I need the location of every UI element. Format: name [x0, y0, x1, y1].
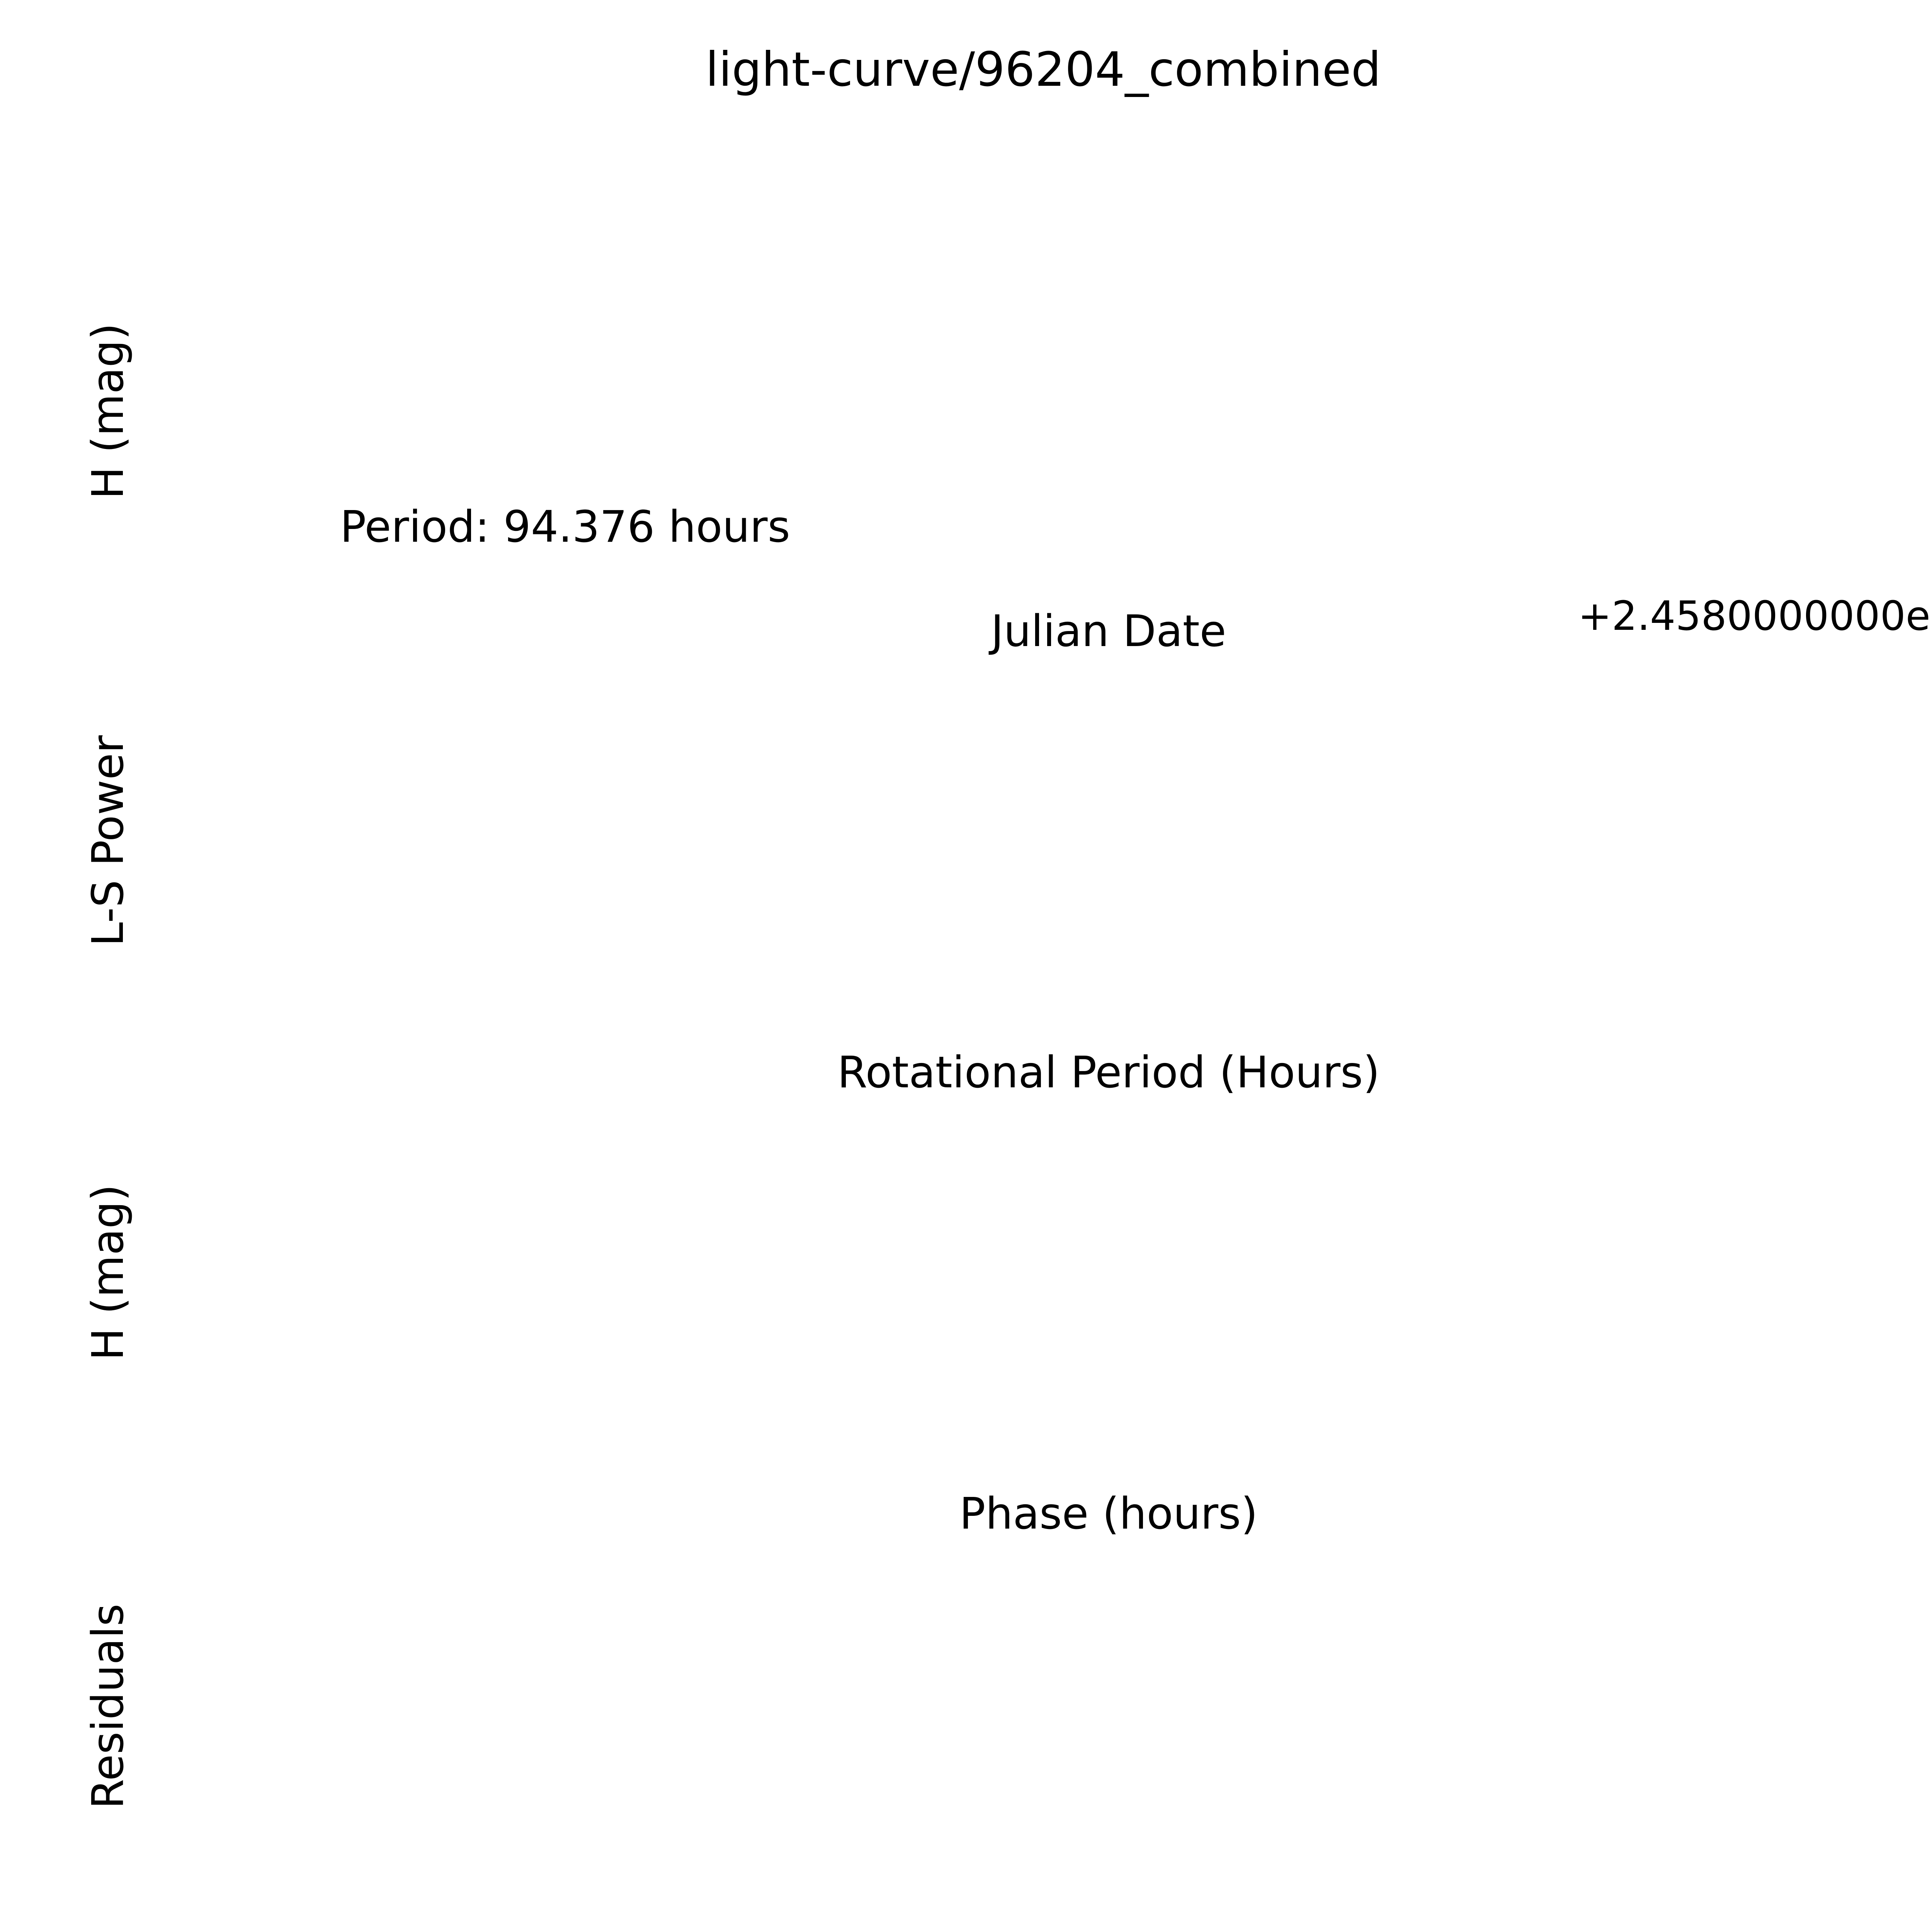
figure-title: light-curve/96204_combined	[706, 42, 1381, 97]
ylabel-h-mag-top: H (mag)	[83, 323, 133, 499]
period-annotation: Period: 94.376 hours	[340, 502, 790, 552]
jd-magnitude-plot: Period: 94.376 hours Julian Date +2.4580…	[83, 323, 1932, 656]
xlabel-julian-date-top: Julian Date	[988, 606, 1226, 656]
xlabel-phase: Phase (hours)	[959, 1489, 1258, 1539]
ylabel-residuals: Residuals	[83, 1604, 133, 1809]
xlabel-rotational-period: Rotational Period (Hours)	[837, 1048, 1380, 1098]
ylabel-ls-power: L-S Power	[83, 735, 133, 946]
ylabel-h-mag-phase: H (mag)	[83, 1184, 133, 1361]
x-offset-text-bottom: +2.4580000000e6	[1578, 1928, 1932, 1932]
residuals-plot: Julian Date +2.4580000000e6 Residuals	[83, 1604, 1932, 1932]
x-offset-text-top: +2.4580000000e6	[1578, 592, 1932, 639]
phase-folded-plot: Phase (hours) H (mag)	[83, 1184, 1258, 1539]
periodogram-plot: Rotational Period (Hours) L-S Power	[83, 735, 1380, 1098]
